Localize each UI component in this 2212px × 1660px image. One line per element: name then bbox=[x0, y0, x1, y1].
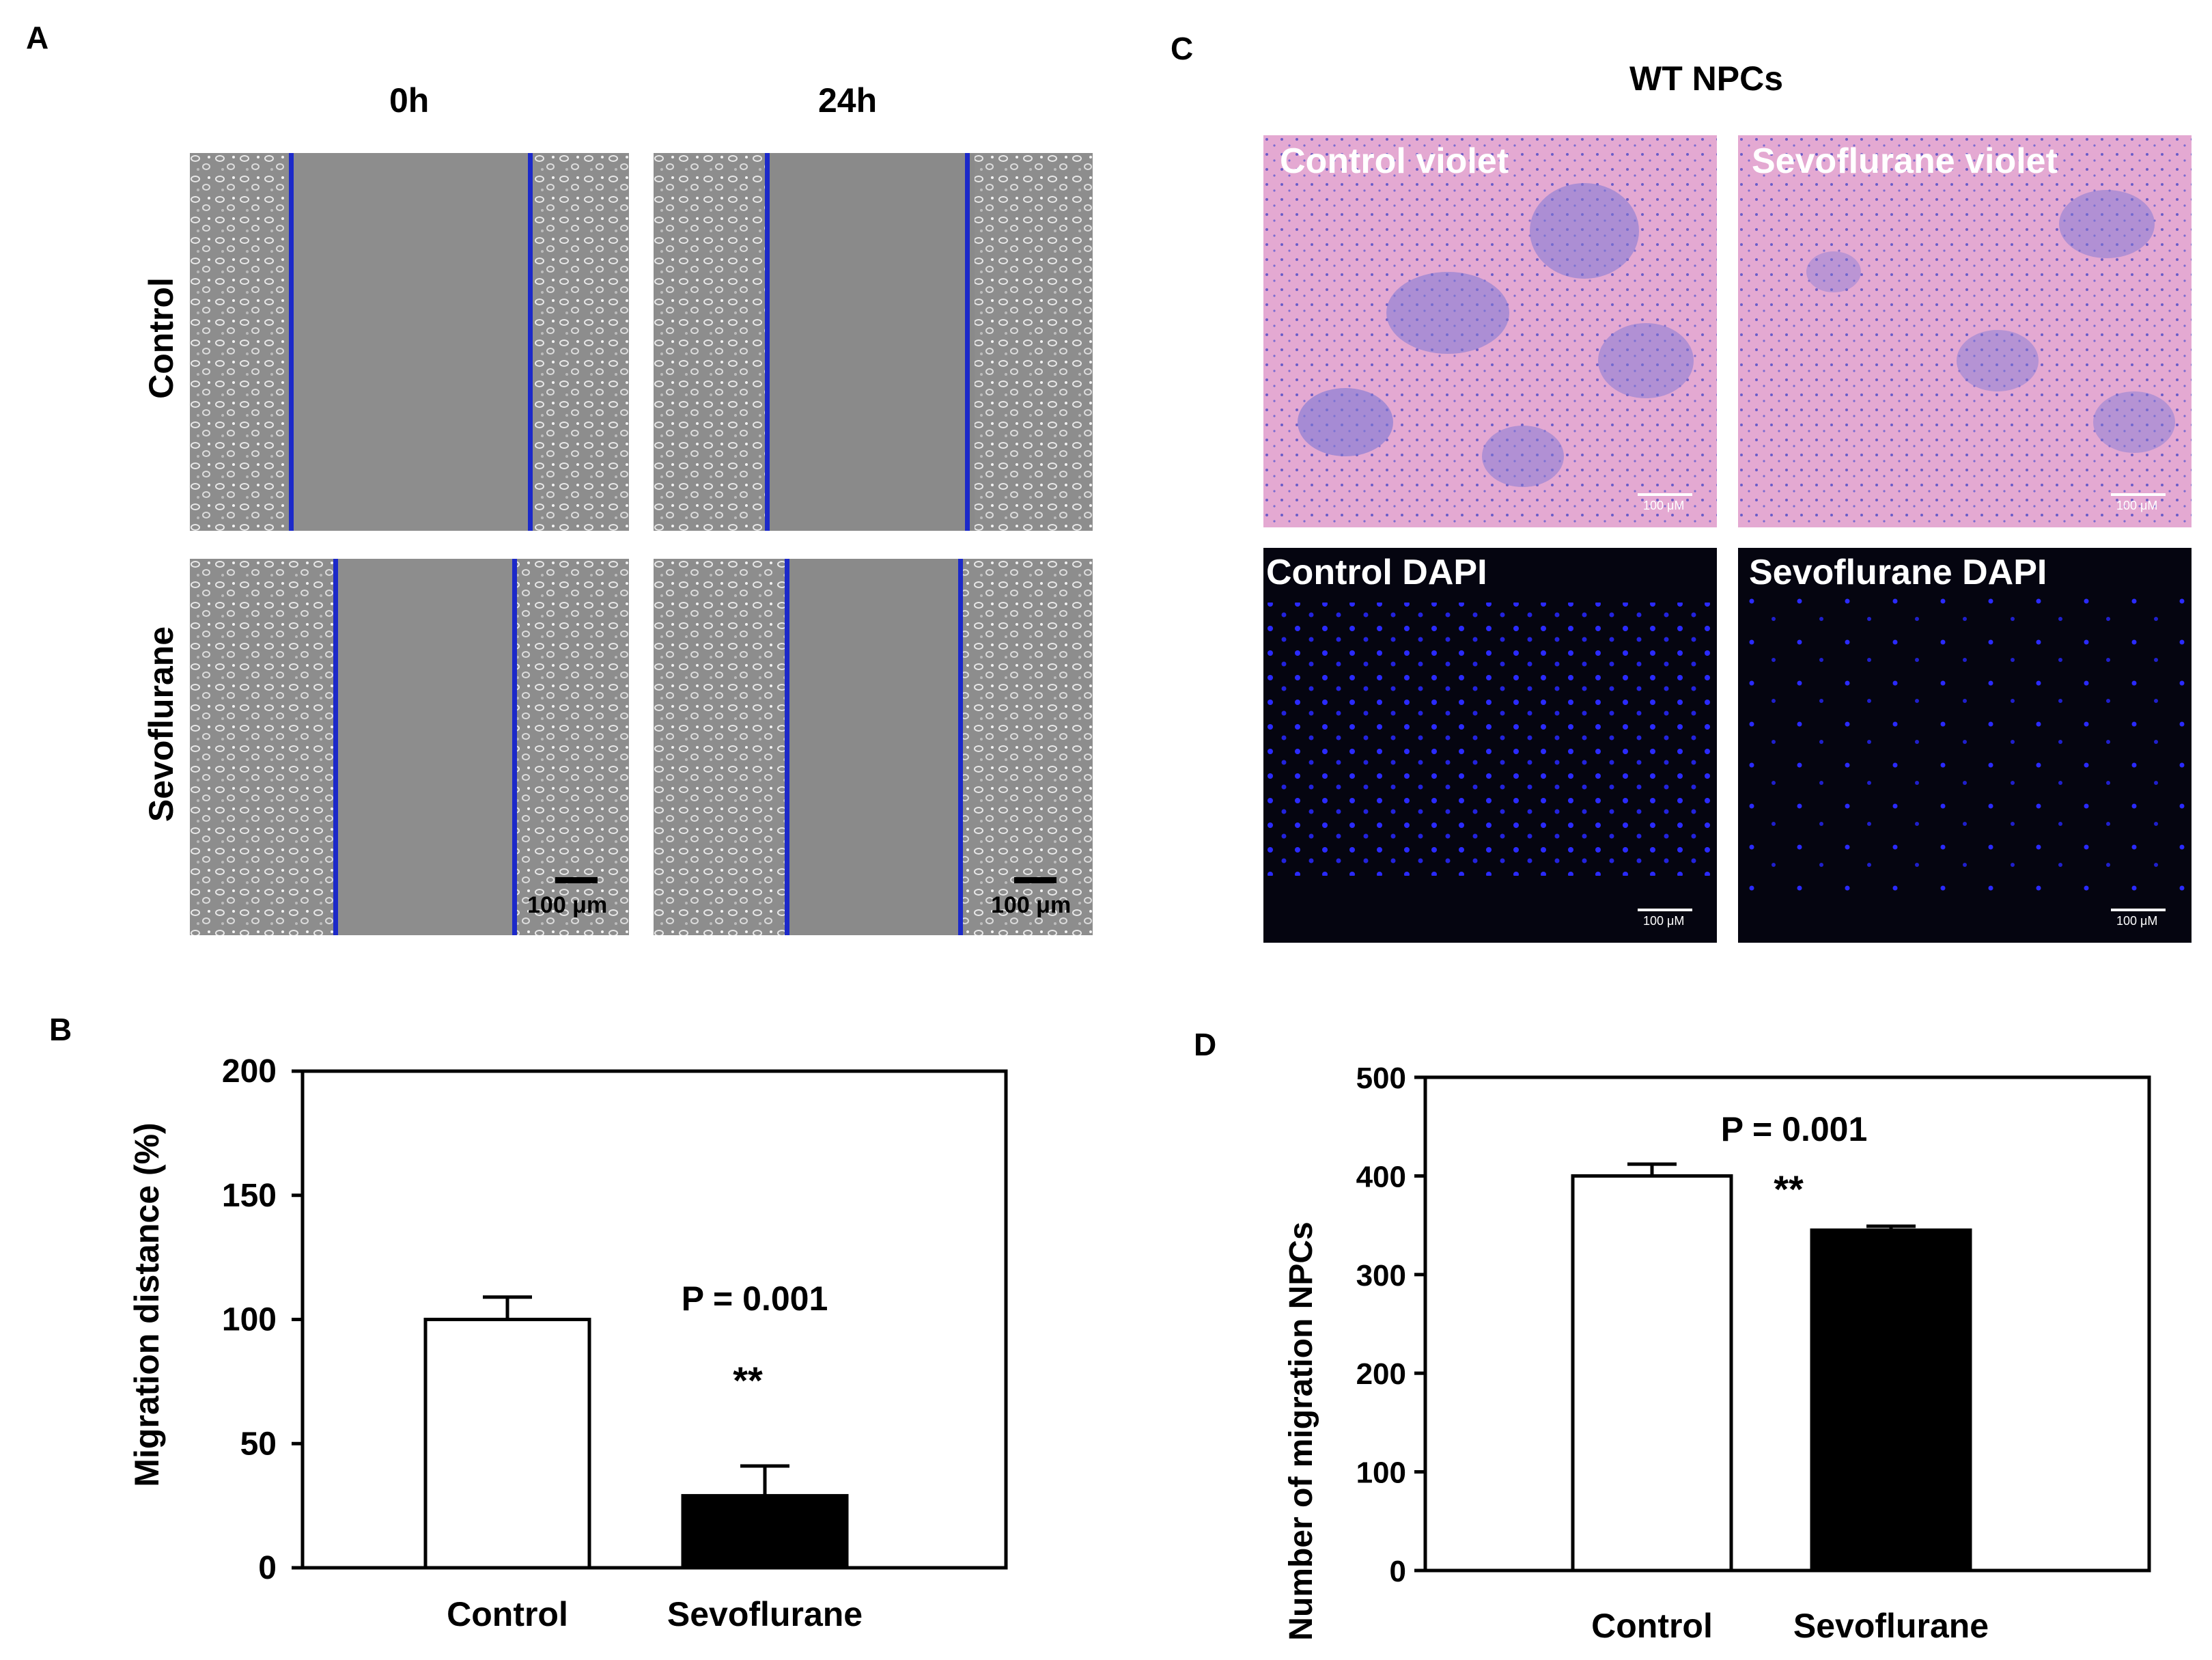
wound-edge-line bbox=[333, 559, 338, 935]
p-value: P = 0.001 bbox=[1721, 1110, 1868, 1148]
bar-sevoflurane bbox=[1810, 1228, 1972, 1573]
violet-stain-image-sevoflurane: Sevoflurane violet 100 μM bbox=[1738, 135, 2192, 527]
y-tick-label: 400 bbox=[1356, 1160, 1406, 1193]
panel-d-letter: D bbox=[1194, 1027, 1217, 1062]
plot-frame bbox=[300, 1069, 1008, 1570]
panel-a-row-sevoflurane: Sevoflurane bbox=[142, 626, 180, 822]
violet-stain-image-control: Control violet 100 μM bbox=[1263, 135, 1717, 527]
dapi-stain-image-control: Control DAPI 100 μM bbox=[1263, 548, 1717, 943]
wound-edge-line bbox=[958, 559, 963, 935]
scale-bar bbox=[2111, 909, 2166, 911]
scale-bar bbox=[555, 877, 598, 883]
dapi-stain-image-sevoflurane: Sevoflurane DAPI 100 μM bbox=[1738, 548, 2192, 943]
scale-bar-label: 100 μM bbox=[1643, 499, 1685, 512]
x-category-label: Control bbox=[447, 1595, 568, 1633]
wound-edge-line bbox=[289, 153, 294, 531]
bar-control bbox=[1571, 1174, 1733, 1573]
scale-bar-label: 100 μM bbox=[2116, 914, 2158, 928]
panel-c-title: WT NPCs bbox=[1629, 59, 1783, 98]
bar-sevoflurane bbox=[681, 1494, 849, 1570]
image-label: Control DAPI bbox=[1266, 553, 1487, 592]
y-tick-label: 500 bbox=[1356, 1062, 1406, 1095]
scale-bar bbox=[1638, 909, 1692, 911]
image-label: Sevoflurane violet bbox=[1752, 141, 2058, 181]
scale-bar-label: 100 μm bbox=[527, 892, 608, 918]
panel-a-col-24h: 24h bbox=[818, 81, 878, 120]
image-label: Control violet bbox=[1280, 141, 1509, 181]
p-value: P = 0.001 bbox=[682, 1279, 828, 1318]
y-tick-label: 100 bbox=[222, 1302, 277, 1338]
y-tick-label: 300 bbox=[1356, 1259, 1406, 1292]
y-tick-label: 200 bbox=[1356, 1357, 1406, 1391]
scratch-image-sevoflurane-24h: 100 μm bbox=[654, 559, 1093, 935]
chart-d: Number of migration NPCs P = 0.001 ** 0 1… bbox=[1283, 1062, 2151, 1645]
plot-frame bbox=[1423, 1075, 2151, 1573]
wound-edge-line bbox=[512, 559, 517, 935]
scale-bar-label: 100 μm bbox=[991, 892, 1072, 918]
panel-a-col-0h: 0h bbox=[389, 81, 430, 120]
chart-b: Migration distance (%) P = 0.001 ** 0 50 1… bbox=[128, 1053, 1008, 1633]
panel-a-letter: A bbox=[26, 20, 49, 55]
scale-bar-label: 100 μM bbox=[2116, 499, 2158, 512]
y-tick-label: 100 bbox=[1356, 1456, 1406, 1490]
x-category-label: Sevoflurane bbox=[1793, 1607, 1989, 1645]
y-axis-label: Migration distance (%) bbox=[128, 1122, 166, 1486]
scale-bar bbox=[2111, 493, 2166, 496]
significance-marker: ** bbox=[1774, 1167, 1804, 1211]
y-axis-label: Number of migration NPCs bbox=[1283, 1221, 1319, 1640]
y-tick-label: 0 bbox=[1390, 1555, 1406, 1588]
y-tick-label: 50 bbox=[240, 1426, 277, 1462]
scratch-image-sevoflurane-0h: 100 μm bbox=[190, 559, 629, 935]
wound-edge-line bbox=[528, 153, 533, 531]
y-tick-label: 150 bbox=[222, 1178, 277, 1214]
y-tick-label: 0 bbox=[258, 1550, 277, 1586]
panel-a-row-control: Control bbox=[142, 277, 180, 399]
panel-c-letter: C bbox=[1171, 31, 1194, 66]
scratch-image-control-0h bbox=[190, 153, 629, 531]
y-tick-label: 200 bbox=[222, 1053, 277, 1090]
scale-bar-label: 100 μM bbox=[1643, 914, 1685, 928]
scale-bar bbox=[1638, 493, 1692, 496]
scale-bar bbox=[1014, 877, 1056, 883]
image-label: Sevoflurane DAPI bbox=[1749, 553, 2047, 592]
x-category-label: Control bbox=[1591, 1607, 1713, 1645]
wound-edge-line bbox=[765, 153, 770, 531]
panel-b-letter: B bbox=[49, 1012, 72, 1047]
scratch-image-control-24h bbox=[654, 153, 1093, 531]
wound-edge-line bbox=[785, 559, 789, 935]
significance-marker: ** bbox=[733, 1359, 763, 1402]
bar-control bbox=[423, 1318, 591, 1570]
x-category-label: Sevoflurane bbox=[667, 1595, 863, 1633]
wound-edge-line bbox=[965, 153, 970, 531]
